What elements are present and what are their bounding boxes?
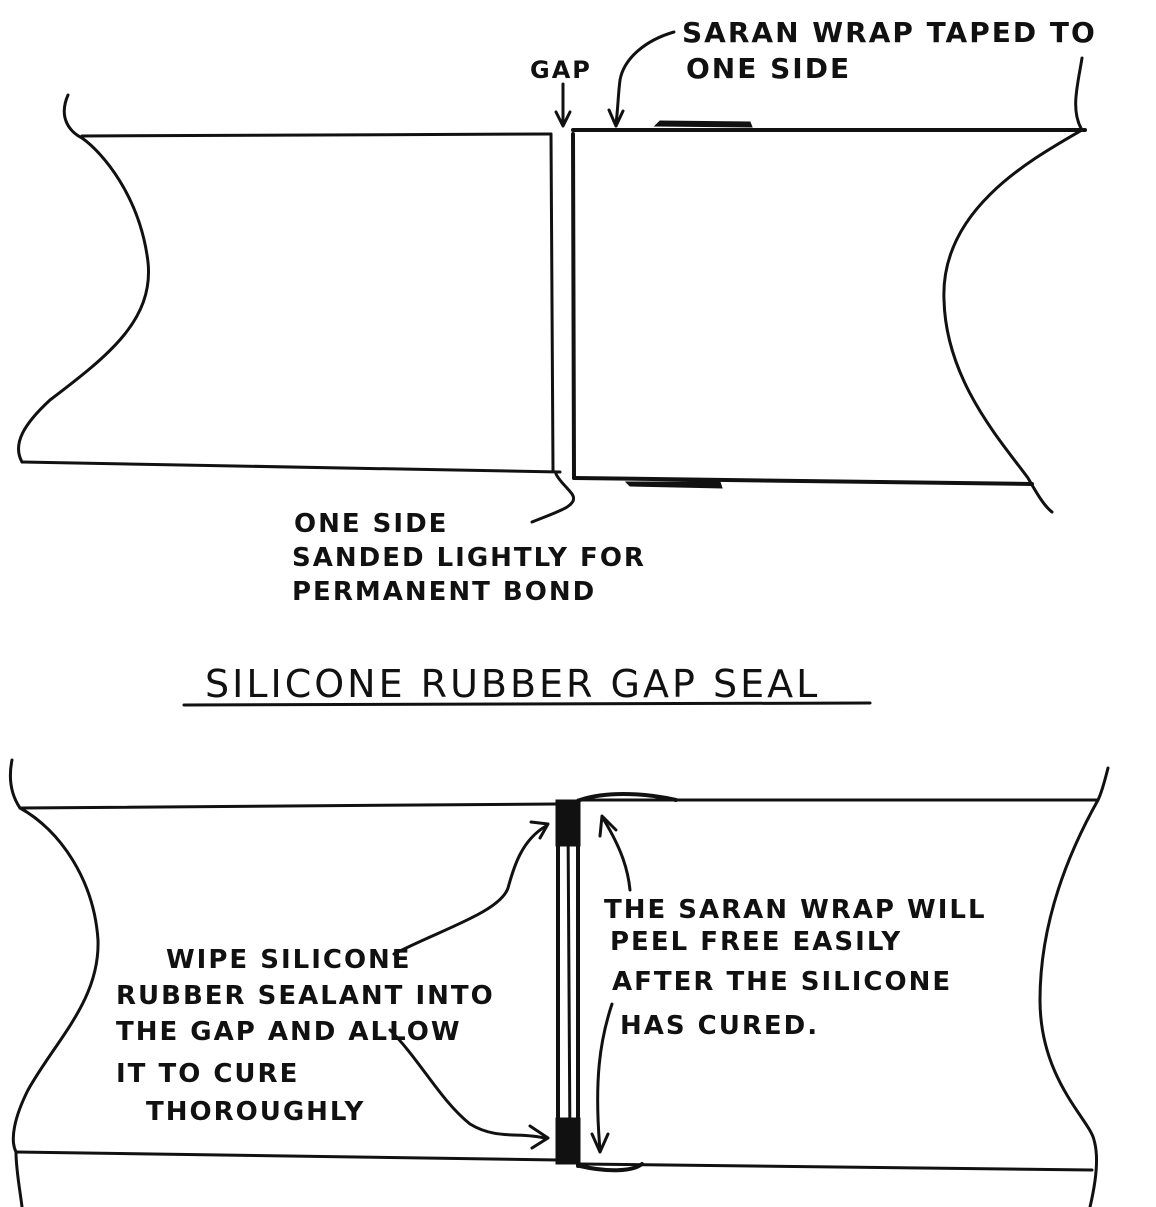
wipe-leader-bottom — [388, 1028, 546, 1140]
page-title: SILICONE RUBBER GAP SEAL — [205, 662, 820, 706]
peel-label-line4: HAS CURED. — [620, 1011, 819, 1041]
sanded-label-line1: ONE SIDE — [294, 509, 448, 539]
wipe-label-line1: WIPE SILICONE — [166, 945, 412, 975]
right-panel-break-line — [942, 56, 1084, 514]
peel-label-line2: PEEL FREE EASILY — [610, 927, 902, 957]
wipe-leader-top — [392, 824, 548, 956]
right-panel-bottom-edge — [572, 476, 1034, 486]
wipe-leader-top-head — [529, 820, 550, 840]
saran-wrap-bottom-tape — [624, 481, 723, 489]
peel-leader-bottom-head — [590, 1132, 610, 1154]
left-panel-bottom-edge — [20, 460, 562, 474]
bottom-left-panel-top-edge — [18, 802, 558, 810]
wipe-label-line2: RUBBER SEALANT INTO — [116, 981, 495, 1011]
sanded-label-line2: SANDED LIGHTLY FOR — [292, 543, 646, 573]
saran-wrap-bottom-fold — [578, 1162, 644, 1173]
wipe-label-line5: THOROUGHLY — [146, 1097, 365, 1127]
gap-arrow-head — [554, 110, 572, 128]
top-diagram: GAP SARAN WRAP TAPED TO ONE SIDE ONE SID… — [17, 16, 1097, 607]
saran-label-line2: ONE SIDE — [686, 52, 851, 85]
gap-label: GAP — [530, 56, 592, 84]
peel-label-line1: THE SARAN WRAP WILL — [604, 895, 987, 925]
saran-leader-arrow-head — [607, 108, 625, 128]
peel-leader-top — [602, 818, 632, 892]
saran-wrap-top-fold — [578, 792, 678, 802]
right-panel-gap-edge — [571, 132, 576, 480]
wipe-label-line3: THE GAP AND ALLOW — [116, 1017, 462, 1047]
peel-leader-bottom — [596, 1002, 614, 1152]
bottom-gap-inner-line — [566, 818, 572, 1152]
saran-label-line1: SARAN WRAP TAPED TO — [682, 16, 1097, 49]
silicone-plug-bottom — [555, 1117, 581, 1165]
saran-wrap-top-tape — [653, 120, 753, 128]
sanded-leader-line — [530, 472, 576, 524]
bottom-right-panel-break-line — [1038, 766, 1110, 1207]
left-panel-gap-edge — [549, 132, 555, 472]
wipe-leader-bottom-head — [528, 1124, 550, 1150]
peel-leader-top-head — [598, 814, 618, 838]
wipe-label-line4: IT TO CURE — [116, 1059, 299, 1089]
peel-label-line3: AFTER THE SILICONE — [612, 967, 952, 997]
silicone-plug-top — [555, 799, 581, 847]
bottom-left-panel-bottom-edge — [14, 1150, 560, 1162]
sanded-label-line3: PERMANENT BOND — [292, 577, 596, 607]
saran-leader-line — [614, 30, 676, 126]
bottom-right-panel-bottom-edge — [578, 1162, 1094, 1172]
left-panel-outline — [17, 93, 151, 464]
bottom-left-panel-break-line — [8, 758, 100, 1207]
title-block: SILICONE RUBBER GAP SEAL — [182, 662, 872, 707]
left-panel-top-edge — [80, 132, 553, 138]
bottom-diagram: WIPE SILICONE RUBBER SEALANT INTO THE GA… — [8, 758, 1110, 1207]
title-underline — [182, 701, 872, 707]
